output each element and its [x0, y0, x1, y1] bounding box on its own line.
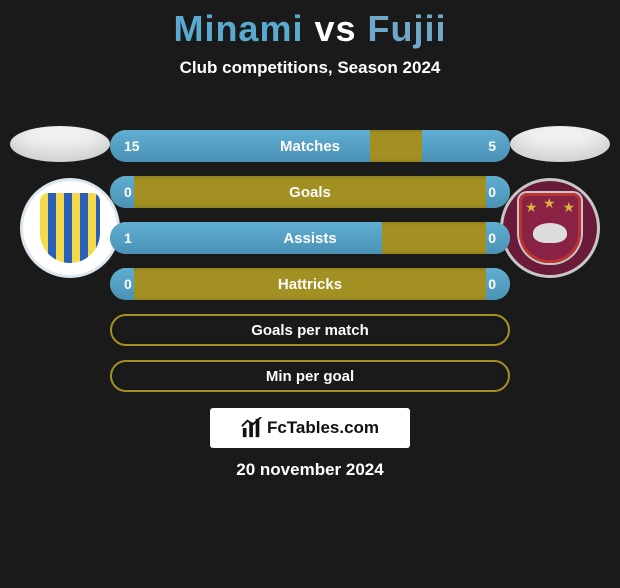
- stat-fill-right: [422, 130, 510, 162]
- date-text: 20 november 2024: [0, 460, 620, 480]
- right-halo: [510, 126, 610, 162]
- montedio-stripes-icon: [40, 193, 100, 263]
- stat-label: Goals: [289, 184, 331, 201]
- stat-row: 1 0 Assists: [110, 222, 510, 254]
- stat-row: Goals per match: [110, 314, 510, 346]
- stat-row: Min per goal: [110, 360, 510, 392]
- player2-name: Fujii: [368, 8, 447, 49]
- stat-label: Goals per match: [251, 322, 369, 339]
- left-halo: [10, 126, 110, 162]
- stat-row: 15 5 Matches: [110, 130, 510, 162]
- bird-icon: [533, 223, 567, 243]
- team-badge-left: [20, 178, 120, 278]
- star-icon: ★: [543, 195, 556, 212]
- stat-label: Matches: [280, 138, 340, 155]
- stat-value-right: 0: [488, 268, 496, 300]
- team-badge-right: ★ ★ ★: [500, 178, 600, 278]
- star-icon: ★: [562, 199, 575, 216]
- stat-value-left: 1: [124, 222, 132, 254]
- subtitle-text: Club competitions, Season 2024: [0, 58, 620, 78]
- stat-value-right: 5: [488, 130, 496, 162]
- stat-label: Assists: [283, 230, 336, 247]
- star-icon: ★: [525, 199, 538, 216]
- stat-label: Min per goal: [266, 368, 354, 385]
- stat-label: Hattricks: [278, 276, 342, 293]
- fagiano-shield-icon: ★ ★ ★: [519, 193, 581, 263]
- brand-text: FcTables.com: [267, 418, 379, 438]
- player1-name: Minami: [173, 8, 303, 49]
- stats-rows-container: 15 5 Matches 0 0 Goals 1 0 Assists 0 0 Hattricks Goa…: [110, 130, 510, 392]
- bar-chart-icon: [241, 417, 263, 439]
- vs-text: vs: [314, 8, 356, 49]
- stat-row: 0 0 Goals: [110, 176, 510, 208]
- stat-fill-left: [110, 222, 382, 254]
- stat-value-left: 0: [124, 176, 132, 208]
- stat-row: 0 0 Hattricks: [110, 268, 510, 300]
- stat-value-right: 0: [488, 176, 496, 208]
- stat-value-left: 15: [124, 130, 140, 162]
- comparison-title: Minami vs Fujii: [0, 8, 620, 50]
- brand-badge[interactable]: FcTables.com: [210, 408, 410, 448]
- stat-value-right: 0: [488, 222, 496, 254]
- stat-value-left: 0: [124, 268, 132, 300]
